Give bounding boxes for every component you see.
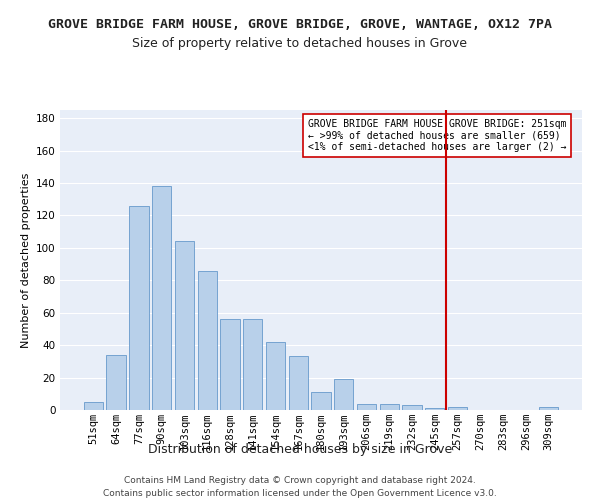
- Text: GROVE BRIDGE FARM HOUSE, GROVE BRIDGE, GROVE, WANTAGE, OX12 7PA: GROVE BRIDGE FARM HOUSE, GROVE BRIDGE, G…: [48, 18, 552, 30]
- Bar: [403, 405, 422, 410]
- Bar: [129, 206, 149, 410]
- Bar: [197, 270, 217, 410]
- Bar: [380, 404, 399, 410]
- Text: Size of property relative to detached houses in Grove: Size of property relative to detached ho…: [133, 38, 467, 51]
- Bar: [84, 402, 103, 410]
- Y-axis label: Number of detached properties: Number of detached properties: [20, 172, 31, 348]
- Bar: [152, 186, 172, 410]
- Text: Contains HM Land Registry data © Crown copyright and database right 2024.
Contai: Contains HM Land Registry data © Crown c…: [103, 476, 497, 498]
- Text: Distribution of detached houses by size in Grove: Distribution of detached houses by size …: [148, 442, 452, 456]
- Bar: [334, 379, 353, 410]
- Bar: [425, 408, 445, 410]
- Bar: [266, 342, 285, 410]
- Bar: [539, 407, 558, 410]
- Bar: [175, 242, 194, 410]
- Text: GROVE BRIDGE FARM HOUSE GROVE BRIDGE: 251sqm
← >99% of detached houses are small: GROVE BRIDGE FARM HOUSE GROVE BRIDGE: 25…: [308, 119, 566, 152]
- Bar: [106, 355, 126, 410]
- Bar: [357, 404, 376, 410]
- Bar: [243, 319, 262, 410]
- Bar: [311, 392, 331, 410]
- Bar: [448, 407, 467, 410]
- Bar: [220, 319, 239, 410]
- Bar: [289, 356, 308, 410]
